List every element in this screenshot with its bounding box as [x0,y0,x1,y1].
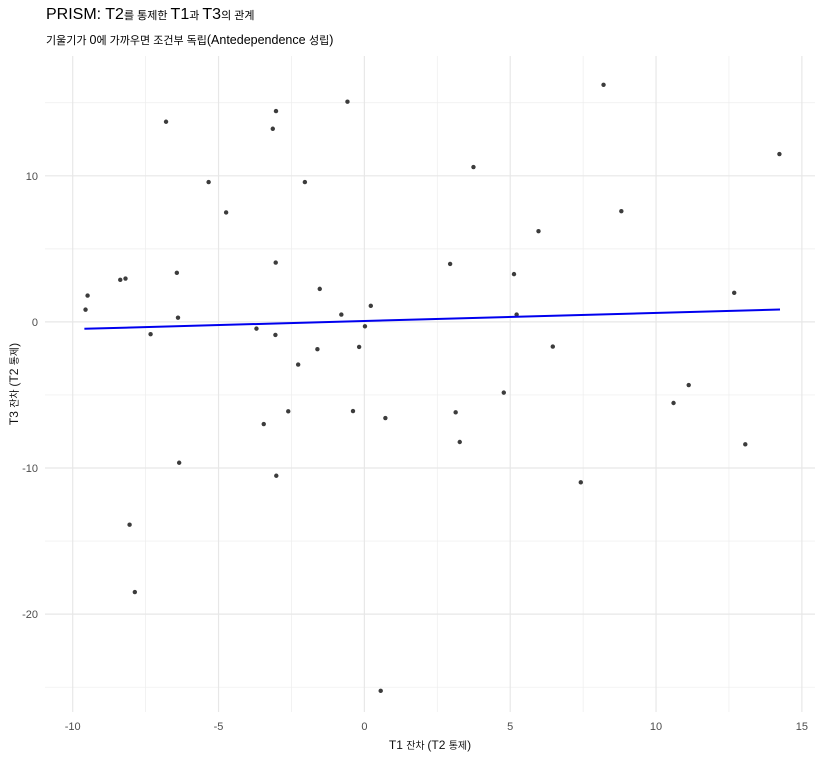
y-tick-label: -10 [22,463,38,475]
text-segment: T3 [7,407,21,426]
scatter-point [274,473,279,478]
x-tick-label: 10 [650,721,662,733]
text-segment: ) [329,33,334,47]
scatter-point [350,408,356,414]
scatter-point [601,82,606,87]
text-segment: 기울기가 [46,35,90,47]
scatter-point [471,164,476,170]
scatter-point [378,688,383,694]
scatter-point [286,409,291,414]
scatter-point [127,522,132,527]
text-segment: 통제 [10,346,21,366]
scatter-point [174,270,180,276]
text-segment: T1 [388,738,407,752]
scatter-point [85,293,90,298]
text-segment: T1 [170,6,190,23]
scatter-point [777,151,782,157]
scatter-point [270,126,275,131]
scatter-point [206,179,211,185]
scatter-point [383,415,388,421]
scatter-point [447,261,453,267]
scatter-point [457,439,462,445]
scatter-point [511,271,517,277]
text-segment: 잔차 [406,741,428,752]
scatter-point [550,344,555,349]
text-segment: (Antedependence [206,33,310,47]
scatter-point [295,362,301,367]
text-segment: PRISM: T2 [46,6,124,23]
y-tick-label: 10 [26,171,38,183]
text-segment: T3 [202,6,222,23]
scatter-point [671,400,676,406]
text-segment: 의 관계 [221,10,255,22]
y-tick-label: 0 [32,317,38,329]
scatter-point [175,315,181,320]
x-tick-label: -10 [65,721,81,733]
x-tick-label: 0 [361,721,367,733]
scatter-point [345,99,350,104]
scatter-point [536,228,541,234]
scatter-point [732,290,737,296]
scatter-point [501,390,506,395]
scatter-point [317,286,322,292]
y-axis-title: T3 잔차 (T2 통제) [5,343,23,425]
y-tick-label: -20 [22,609,38,621]
scatter-point [514,312,519,317]
scatter-point [302,179,308,185]
scatter-point [223,210,229,215]
plot-subtitle: 기울기가 0에 가까우면 조건부 독립(Antedependence 성립) [46,31,333,49]
text-segment: 과 [189,10,203,22]
x-tick-label: 5 [507,721,513,733]
scatter-point [163,119,169,124]
text-segment: (T2 [7,365,21,387]
scatter-point [118,277,123,283]
scatter-point [356,344,362,350]
scatter-point [148,331,153,337]
scatter-point [273,332,278,338]
scatter-point [83,307,88,312]
scatter-point [273,260,278,265]
text-segment: 0 [89,33,97,47]
text-segment: 에 가까우면 조건부 독립 [96,35,207,47]
text-segment: 성립 [309,35,330,47]
scatter-point [339,312,344,317]
text-segment: 잔차 [10,386,21,408]
text-segment: (T2 [427,738,449,752]
scatter-point [453,410,458,415]
x-axis-title: T1 잔차 (T2 통제) [45,736,815,754]
text-segment: ) [7,342,21,347]
plot-title: PRISM: T2를 통제한 T1과 T3의 관계 [46,6,255,24]
scatter-point [362,324,368,329]
text-segment: 통제 [448,741,468,752]
scatter-point [132,589,138,595]
scatter-point [261,421,266,427]
x-tick-label: -5 [214,721,224,733]
text-segment: 를 통제한 [123,10,171,22]
scatter-point [578,480,583,485]
scatter-point [743,442,748,447]
scatter-point [368,303,373,309]
scatter-point [123,276,128,281]
scatter-point [315,347,320,352]
scatter-point [273,108,279,114]
scatter-point [254,326,259,331]
text-segment: ) [467,738,472,752]
regression-line [84,308,781,330]
x-tick-label: 15 [796,721,808,733]
scatter-point [619,208,624,214]
scatter-point [686,382,691,388]
scatter-point [176,460,182,465]
